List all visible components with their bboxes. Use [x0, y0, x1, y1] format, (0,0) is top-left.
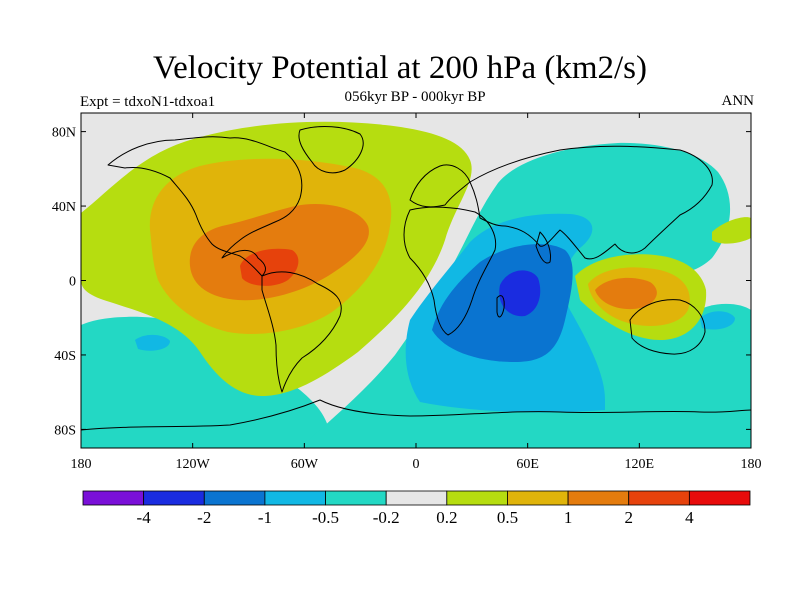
y-tick-label: 80N: [52, 126, 76, 141]
madagascar-coastline: [496, 295, 505, 318]
colorbar-label: 1: [564, 508, 573, 527]
colorbar-label: -4: [137, 508, 152, 527]
chart-title: Velocity Potential at 200 hPa (km2/s): [152, 50, 648, 86]
coastlines: [81, 126, 751, 431]
x-tick-label: 120W: [176, 457, 211, 472]
time-period-subtitle: 056kyr BP - 000kyr BP: [344, 89, 486, 105]
asia-coastline: [469, 145, 713, 260]
colorbar-label: -0.5: [312, 508, 339, 527]
y-tick-label: 40N: [52, 200, 76, 215]
x-tick-label: 120E: [625, 457, 655, 472]
colorbar-swatch: [567, 490, 630, 506]
colorbar-swatch: [203, 490, 266, 506]
colorbar-swatch: [325, 490, 387, 506]
dateline-yellow-green-patch: [81, 219, 89, 236]
pacific-light-blue-spot: [135, 334, 170, 351]
colorbar-swatch: [628, 490, 690, 506]
x-tick-label: 180: [741, 457, 762, 472]
greenland-coastline: [298, 126, 364, 174]
axis-ticks: 180 120W 60W 0 60E 120E 180 80N 40N 0 40S 80S: [52, 113, 762, 472]
x-tick-label: 180: [71, 457, 92, 472]
colorbar-label: 2: [624, 508, 633, 527]
australia-coastline: [629, 299, 706, 355]
maritime-continent-core-contour: [595, 277, 657, 310]
indian-subcontinent-coastline: [535, 231, 551, 264]
antarctica-coastline: [81, 399, 751, 431]
colorbar-label: 4: [685, 508, 694, 527]
colorbar-swatch: [507, 490, 569, 506]
colorbar-label: 0.2: [436, 508, 457, 527]
americas-peak-contour: [240, 248, 299, 286]
colorbar-label: -1: [258, 508, 272, 527]
x-tick-label: 60E: [516, 457, 539, 472]
colorbar-swatch: [385, 490, 448, 506]
colorbar-swatch: [446, 490, 508, 506]
colorbar-swatch: [82, 490, 145, 506]
south-america-coastline: [261, 271, 342, 393]
experiment-label: Expt = tdxoN1-tdxoa1: [80, 94, 216, 110]
indian-ocean-core-contour: [499, 270, 541, 317]
y-tick-label: 80S: [54, 423, 76, 438]
west-pacific-yellow-green-patch: [712, 217, 751, 244]
colorbar-label: 0.5: [497, 508, 518, 527]
colorbar-swatch: [143, 490, 205, 506]
colorbar: -4 -2 -1 -0.5 -0.2 0.2 0.5 1 2 4: [82, 490, 751, 527]
y-tick-label: 40S: [54, 349, 76, 364]
colorbar-swatch: [688, 490, 751, 506]
y-tick-label: 0: [69, 275, 76, 290]
season-label: ANN: [721, 93, 755, 109]
colorbar-label: -0.2: [373, 508, 400, 527]
negative-contours-dark-blue: [499, 270, 541, 317]
positive-contours-red-orange: [240, 248, 299, 286]
x-tick-label: 0: [413, 457, 420, 472]
x-tick-label: 60W: [291, 457, 319, 472]
north-america-coastline: [107, 136, 303, 277]
map-plot-area: [81, 113, 751, 448]
tasman-light-blue-spot: [700, 311, 735, 330]
africa-coastline: [403, 206, 497, 336]
colorbar-swatch: [264, 490, 326, 506]
colorbar-label: -2: [197, 508, 211, 527]
